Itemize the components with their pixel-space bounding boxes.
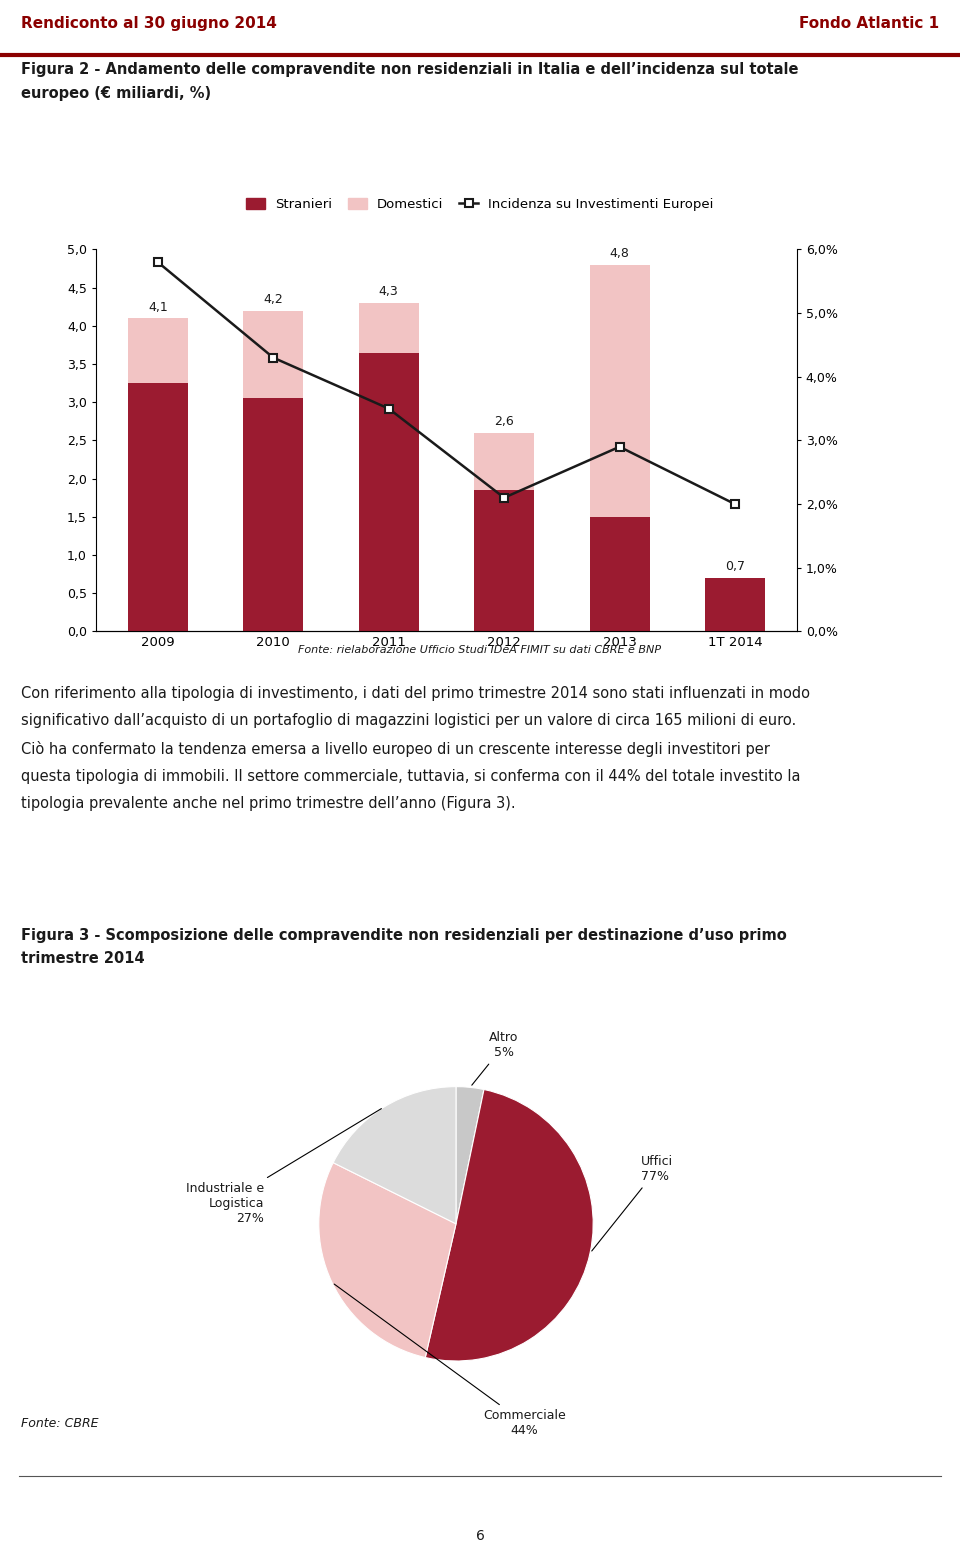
Text: 6: 6 (475, 1529, 485, 1543)
Text: Fonte: rielaborazione Ufficio Studi IDeA FIMIT su dati CBRE e BNP: Fonte: rielaborazione Ufficio Studi IDeA… (299, 645, 661, 655)
Text: Altro
5%: Altro 5% (471, 1030, 518, 1085)
Legend: Stranieri, Domestici, Incidenza su Investimenti Europei: Stranieri, Domestici, Incidenza su Inves… (241, 192, 719, 217)
Text: 4,8: 4,8 (610, 248, 630, 260)
Text: Commerciale
44%: Commerciale 44% (334, 1285, 566, 1437)
Bar (359, 302, 419, 352)
Text: 0,7: 0,7 (725, 560, 745, 574)
Text: 4,3: 4,3 (379, 285, 398, 298)
Bar (243, 310, 303, 399)
Text: Figura 2 - Andamento delle compravendite non residenziali in Italia e dell’incid: Figura 2 - Andamento delle compravendite… (21, 62, 799, 101)
Wedge shape (319, 1163, 456, 1358)
Text: Uffici
77%: Uffici 77% (591, 1155, 673, 1250)
Text: 4,2: 4,2 (263, 293, 283, 306)
Wedge shape (456, 1087, 484, 1224)
Bar (128, 318, 188, 384)
Text: Con riferimento alla tipologia di investimento, i dati del primo trimestre 2014 : Con riferimento alla tipologia di invest… (21, 686, 810, 811)
Bar (705, 578, 765, 631)
Bar (589, 518, 650, 631)
Wedge shape (333, 1087, 456, 1224)
Bar (359, 352, 419, 631)
Text: Figura 3 - Scomposizione delle compravendite non residenziali per destinazione d: Figura 3 - Scomposizione delle compraven… (21, 928, 787, 967)
Bar (243, 399, 303, 631)
Bar (589, 265, 650, 518)
Bar (474, 433, 534, 490)
Text: 2,6: 2,6 (494, 415, 514, 429)
Bar (474, 490, 534, 631)
Text: 4,1: 4,1 (148, 301, 168, 313)
Text: Fondo Atlantic 1: Fondo Atlantic 1 (799, 16, 939, 31)
Text: Rendiconto al 30 giugno 2014: Rendiconto al 30 giugno 2014 (21, 16, 277, 31)
Text: Fonte: CBRE: Fonte: CBRE (21, 1417, 99, 1430)
Bar (128, 384, 188, 631)
Text: Industriale e
Logistica
27%: Industriale e Logistica 27% (186, 1108, 381, 1225)
Wedge shape (425, 1090, 593, 1361)
